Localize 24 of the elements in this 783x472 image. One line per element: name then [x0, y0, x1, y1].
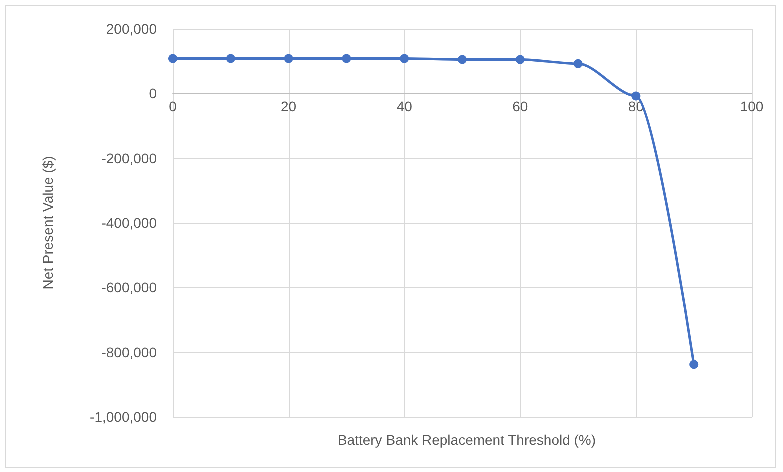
x-tick-label: 0	[169, 98, 178, 115]
y-axis-title: Net Present Value ($)	[40, 156, 56, 290]
y-tick-label: -600,000	[102, 280, 158, 296]
point	[400, 54, 410, 64]
y-tick-label: -800,000	[102, 344, 158, 360]
point	[458, 55, 467, 64]
y-tick-label: 0	[149, 86, 158, 102]
point	[284, 54, 294, 64]
x-tick-label: 20	[281, 98, 297, 115]
y-tick-label: -200,000	[102, 150, 158, 166]
x-tick-label: 60	[512, 98, 528, 115]
x-tick-label: 40	[396, 98, 413, 115]
x-tick-label: 100	[740, 98, 764, 115]
y-tick-label: -1,000,000	[90, 409, 158, 425]
y-tick-label: 200,000	[106, 21, 158, 37]
point	[574, 59, 583, 68]
point	[516, 55, 525, 64]
x-axis-title: Battery Bank Replacement Threshold (%)	[338, 432, 596, 448]
point	[168, 54, 178, 64]
point	[342, 54, 352, 64]
point	[226, 54, 236, 64]
point	[632, 92, 641, 101]
point	[690, 360, 699, 370]
y-tick-label: -400,000	[102, 215, 158, 231]
